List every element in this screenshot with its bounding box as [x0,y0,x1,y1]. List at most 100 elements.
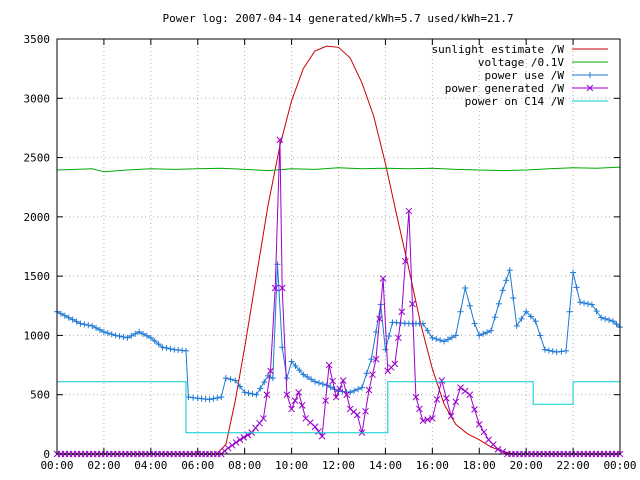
data-point-d2 [318,432,326,440]
data-point [428,415,436,422]
y-tick-label: 0 [43,448,50,461]
chart-title: Power log: 2007-04-14 generated/kWh=5.7 … [163,12,514,25]
data-point-d2 [405,207,413,215]
data-point [112,332,119,339]
data-point [315,428,322,435]
series-line [57,139,620,455]
data-point [77,320,84,327]
data-point-d2 [228,441,236,449]
data-point [163,345,170,352]
data-point [573,284,580,291]
data-point-d2 [485,436,492,444]
data-point [457,384,464,391]
series-4 [57,381,620,434]
data-point-d2 [278,284,286,292]
data-point [471,320,478,327]
data-point [570,269,577,276]
data-point-d2 [402,257,409,265]
data-point [214,394,221,401]
x-tick-label: 00:00 [40,459,73,472]
data-point-d2 [267,367,274,375]
data-point-d2 [394,334,402,342]
data-point-d2 [329,377,336,385]
data-point-d2 [379,275,387,282]
data-point [159,344,166,351]
data-point [506,267,513,274]
data-point [218,394,225,401]
series-line [57,45,620,455]
data-point-d2 [376,315,383,323]
data-point [609,318,616,325]
data-point [167,345,174,352]
data-point [65,314,72,321]
data-point [503,277,510,284]
y-tick-label: 2500 [24,152,51,165]
data-point [249,390,256,397]
x-tick-label: 08:00 [228,459,261,472]
data-point-d2 [302,415,310,422]
data-point [143,332,150,339]
data-point [236,436,244,444]
data-point [558,348,565,355]
data-point [329,377,336,385]
legend-label: voltage /0.1V [478,56,564,69]
data-point [57,310,64,317]
data-point-d2 [283,391,291,399]
data-point-d2 [419,417,427,425]
legend-label: power use /W [485,69,565,82]
data-point [363,370,370,377]
data-point-d2 [416,405,423,413]
data-point-d2 [372,355,380,363]
data-point-d2 [298,402,306,409]
data-point [347,389,354,396]
data-point [283,391,291,399]
data-point-d2 [461,387,469,395]
data-point [437,337,444,344]
y-tick-label: 2000 [24,211,51,224]
data-point [236,383,243,390]
data-point [553,349,560,356]
data-point [151,337,158,344]
data-point [271,284,279,292]
data-point-d2 [288,405,295,413]
data-point [537,332,544,339]
data-point-d2 [438,377,446,384]
data-point [566,308,573,315]
data-point [336,385,344,393]
data-point [391,360,399,368]
data-point [523,308,530,315]
data-point [190,394,197,401]
data-point [227,376,234,383]
data-point [183,347,190,354]
data-point [232,439,240,446]
data-point-d2 [315,428,322,435]
data-point [541,346,548,353]
x-tick-label: 00:00 [603,459,636,472]
y-tick-label: 3000 [24,92,51,105]
data-point [491,314,498,321]
data-point [155,341,162,348]
data-point [532,318,539,325]
data-point [89,322,96,329]
data-point [245,390,252,397]
data-point-d2 [398,308,406,316]
data-point [116,333,123,340]
data-point-d2 [236,436,244,444]
data-point-d2 [256,419,263,427]
data-point-d2 [409,300,416,308]
data-point [298,402,306,409]
data-point [252,424,259,432]
data-point [322,397,329,404]
data-point-d2 [447,412,455,420]
data-point [362,407,369,415]
data-point [222,375,229,382]
data-point [549,348,556,355]
series-0 [57,45,620,455]
data-point [480,330,487,337]
data-point [325,361,333,369]
data-point [291,397,299,404]
data-point-d2 [336,385,344,393]
data-point [438,377,446,384]
data-point [587,72,593,78]
